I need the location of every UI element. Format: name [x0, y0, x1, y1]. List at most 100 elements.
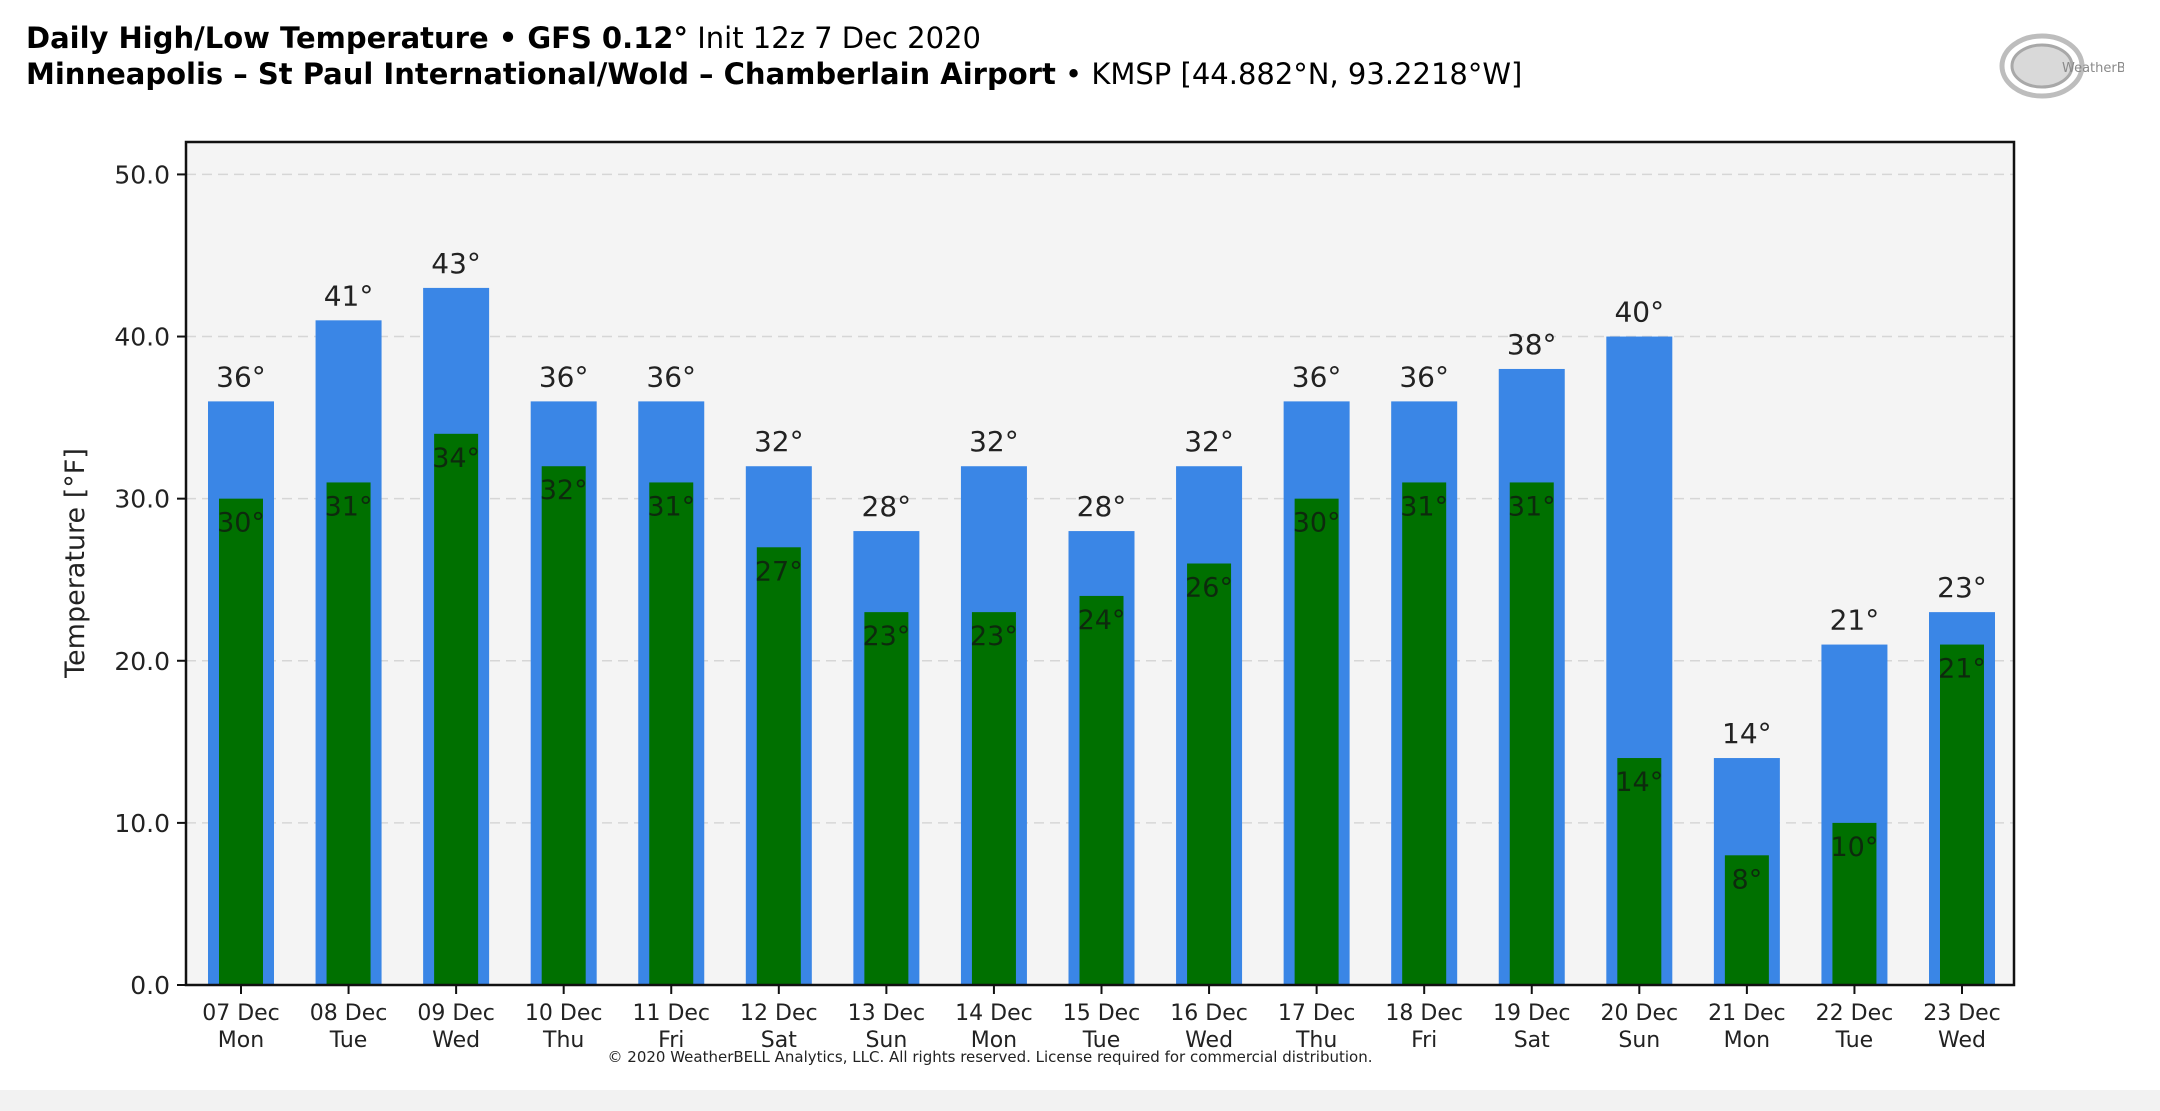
low-bar	[541, 466, 586, 985]
x-tick-weekday: Fri	[1411, 1028, 1437, 1053]
low-bar	[1187, 563, 1232, 985]
x-tick-date: 11 Dec	[632, 1001, 710, 1026]
high-value-label: 21°	[1830, 604, 1880, 637]
low-bar	[971, 612, 1016, 985]
low-value-label: 21°	[1938, 654, 1986, 685]
x-tick-weekday: Thu	[1295, 1028, 1337, 1053]
x-tick-weekday: Thu	[542, 1028, 584, 1053]
low-value-label: 32°	[540, 475, 588, 506]
high-value-label: 36°	[539, 360, 589, 393]
low-bar	[434, 433, 479, 985]
bars	[208, 287, 1995, 986]
chart-title-main: Daily High/Low Temperature • GFS 0.12°	[26, 21, 688, 55]
low-bar	[1079, 595, 1124, 985]
x-tick-date: 14 Dec	[955, 1001, 1033, 1026]
low-bar	[864, 612, 909, 985]
low-value-label: 30°	[1293, 508, 1341, 539]
x-tick-date: 18 Dec	[1385, 1001, 1463, 1026]
y-tick-label: 40.0	[114, 323, 170, 352]
x-tick-weekday: Mon	[971, 1028, 1017, 1053]
low-value-label: 24°	[1078, 605, 1126, 636]
x-tick-weekday: Sun	[865, 1028, 907, 1053]
logo-text: WeatherBELL	[2062, 61, 2124, 76]
low-value-label: 27°	[755, 556, 803, 587]
bar-labels: 36° 30° 41° 31° 43° 34° 36° 32° 36° 31° 32° 27° 28° 2…	[216, 247, 1987, 895]
x-tick-date: 20 Dec	[1601, 1001, 1679, 1026]
low-bar	[1940, 644, 1984, 985]
x-tick-date: 21 Dec	[1708, 1001, 1786, 1026]
high-value-label: 36°	[1292, 360, 1342, 393]
low-value-label: 26°	[1185, 573, 1233, 604]
low-value-label: 31°	[325, 491, 373, 522]
low-bar	[1724, 855, 1769, 985]
x-tick-date: 22 Dec	[1816, 1001, 1894, 1026]
x-tick-date: 07 Dec	[202, 1001, 280, 1026]
low-bar	[1294, 498, 1339, 985]
x-tick-date: 13 Dec	[848, 1001, 926, 1026]
x-tick-date: 10 Dec	[525, 1001, 603, 1026]
x-tick-weekday: Wed	[1938, 1028, 1986, 1053]
low-value-label: 30°	[217, 508, 265, 539]
low-value-label: 23°	[970, 621, 1018, 652]
low-bar	[756, 547, 801, 985]
bottom-strip	[0, 1090, 2160, 1111]
y-tick-label: 10.0	[114, 809, 170, 838]
low-bar	[219, 498, 263, 985]
low-bar	[1509, 482, 1554, 985]
y-tick-label: 30.0	[114, 485, 170, 514]
x-tick-date: 12 Dec	[740, 1001, 818, 1026]
low-bar	[1402, 482, 1447, 985]
low-value-label: 10°	[1831, 832, 1879, 863]
high-value-label: 36°	[216, 360, 266, 393]
low-value-label: 23°	[862, 621, 910, 652]
x-tick-weekday: Tue	[329, 1028, 368, 1053]
low-bar	[1617, 758, 1662, 985]
high-value-label: 32°	[1184, 425, 1234, 458]
high-value-label: 32°	[754, 425, 804, 458]
logo-ring-inner	[2010, 43, 2074, 89]
x-tick-weekday: Tue	[1082, 1028, 1121, 1053]
high-value-label: 28°	[1077, 490, 1127, 523]
y-tick-label: 20.0	[114, 647, 170, 676]
plot-frame	[184, 140, 2016, 987]
high-value-label: 36°	[646, 360, 696, 393]
low-value-label: 14°	[1615, 767, 1663, 798]
low-value-label: 31°	[1508, 491, 1556, 522]
high-value-label: 23°	[1937, 571, 1987, 604]
x-tick-date: 19 Dec	[1493, 1001, 1571, 1026]
x-tick-weekday: Sat	[1514, 1028, 1550, 1053]
copyright-notice: © 2020 WeatherBELL Analytics, LLC. All r…	[0, 1048, 2160, 1066]
high-value-label: 28°	[862, 490, 912, 523]
x-tick-weekday: Sun	[1618, 1028, 1660, 1053]
high-value-label: 36°	[1399, 360, 1449, 393]
x-tick-date: 16 Dec	[1170, 1001, 1248, 1026]
y-axis-label: Temperature [°F]	[60, 448, 91, 679]
x-tick-weekday: Sat	[761, 1028, 797, 1053]
x-tick-weekday: Fri	[658, 1028, 684, 1053]
chart-title: Daily High/Low Temperature • GFS 0.12° I…	[26, 20, 1926, 56]
y-tick-label: 0.0	[130, 971, 170, 1000]
x-tick-weekday: Mon	[1724, 1028, 1770, 1053]
low-value-label: 31°	[1400, 491, 1448, 522]
x-tick-weekday: Wed	[1185, 1028, 1233, 1053]
location-station: • KMSP [44.882°N, 93.2218°W]	[1055, 57, 1523, 91]
high-value-label: 32°	[969, 425, 1019, 458]
x-tick-date: 17 Dec	[1278, 1001, 1356, 1026]
low-bar	[326, 482, 371, 985]
high-value-label: 40°	[1614, 296, 1664, 329]
y-tick-label: 50.0	[114, 160, 170, 189]
low-bar	[1832, 822, 1877, 985]
high-value-label: 38°	[1507, 328, 1557, 361]
low-bar	[649, 482, 694, 985]
y-axis: 0.0 10.0 20.0 30.0 40.0 50.0	[114, 160, 186, 1000]
chart-header: Daily High/Low Temperature • GFS 0.12° I…	[26, 20, 1926, 92]
x-tick-date: 08 Dec	[310, 1001, 388, 1026]
x-tick-weekday: Mon	[218, 1028, 264, 1053]
high-value-label: 14°	[1722, 717, 1772, 750]
copyright-text: © 2020 WeatherBELL Analytics, LLC. All r…	[607, 1048, 1373, 1066]
high-value-label: 41°	[324, 279, 374, 312]
x-tick-weekday: Tue	[1835, 1028, 1874, 1053]
